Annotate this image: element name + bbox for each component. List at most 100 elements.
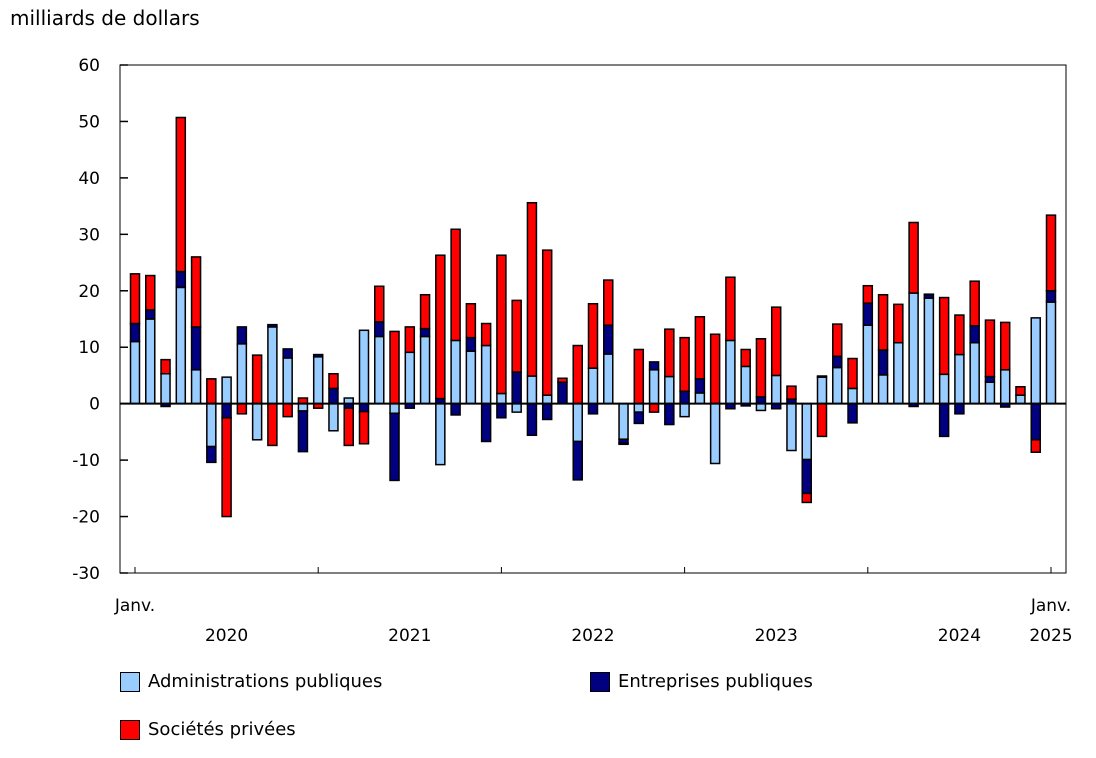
bar-segment-privees (893, 303, 904, 344)
bar-segment-privees (709, 333, 721, 405)
bar-segment-admin (297, 402, 309, 412)
bar-segment-privees (404, 326, 416, 354)
bar-segment-admin (465, 350, 477, 405)
bar-segment-entreprises (664, 402, 675, 426)
bar-segment-entreprises (557, 381, 568, 405)
bar-segment-entreprises (679, 390, 690, 405)
bar-segment-admin (496, 392, 507, 405)
bar-segment-admin (999, 369, 1011, 405)
bar-segment-privees (160, 358, 171, 375)
y-tick-label: 20 (78, 282, 100, 302)
bar-segment-privees (694, 315, 706, 380)
bar-segment-entreprises (526, 402, 538, 437)
x-year-label: 2023 (755, 626, 798, 646)
bar-segment-admin (679, 402, 690, 418)
legend-label-entreprises: Entreprises publiques (618, 671, 813, 692)
bar-segment-admin (816, 376, 828, 405)
bar-segment-admin (435, 402, 446, 466)
bar-segment-entreprises (190, 326, 202, 371)
bar-segment-entreprises (450, 402, 461, 416)
bar-segment-privees (511, 299, 522, 373)
bar-segment-entreprises (465, 336, 477, 352)
bar-segment-entreprises (267, 323, 278, 328)
bar-segment-privees (389, 330, 400, 405)
bar-segment-entreprises (297, 410, 309, 453)
bar-segment-privees (206, 378, 217, 405)
bar-segment-admin (511, 402, 522, 413)
bar-segment-privees (801, 492, 812, 504)
bar-segment-privees (541, 249, 553, 396)
bar-segment-privees (877, 293, 889, 351)
x-year-label: 2021 (388, 626, 431, 646)
bar-segment-entreprises (847, 402, 858, 424)
bar-segment-entreprises (633, 411, 645, 425)
bar-segment-privees (221, 417, 232, 518)
bar-segment-privees (450, 228, 461, 342)
bar-segment-privees (236, 402, 248, 415)
y-tick-label: -10 (72, 451, 100, 471)
bar-segment-admin (358, 329, 370, 405)
bar-segment-entreprises (282, 348, 293, 359)
bar-segment-admin (633, 402, 645, 413)
bar-segment-admin (312, 356, 324, 405)
bar-segment-admin (709, 402, 721, 465)
bar-segment-privees (175, 116, 187, 273)
bar-segment-entreprises (832, 355, 843, 369)
bar-segment-admin (1045, 301, 1057, 405)
bar-segment-admin (145, 318, 156, 405)
bar-segment-entreprises (145, 309, 156, 320)
bar-segment-entreprises (587, 402, 599, 415)
bar-segment-admin (267, 326, 278, 405)
bar-segment-entreprises (954, 402, 965, 415)
bar-segment-entreprises (877, 349, 889, 376)
bar-segment-entreprises (801, 458, 812, 495)
bar-segment-privees (557, 377, 568, 383)
bar-segment-entreprises (862, 302, 874, 326)
bar-segment-entreprises (358, 402, 370, 413)
bar-segment-privees (999, 321, 1011, 371)
bar-segment-entreprises (969, 325, 980, 344)
bar-segment-privees (1045, 214, 1057, 292)
bar-segment-privees (908, 221, 919, 294)
bar-segment-admin (221, 376, 232, 405)
bar-segment-privees (618, 442, 629, 446)
bar-segment-admin (572, 402, 583, 443)
bar-segment-privees (740, 348, 751, 368)
bar-segment-entreprises (129, 322, 141, 343)
bar-segment-privees (267, 402, 278, 447)
bar-segment-admin (893, 341, 904, 405)
plot-frame (119, 64, 1067, 574)
bar-segment-entreprises (572, 440, 583, 481)
bar-segment-admin (541, 394, 553, 405)
bar-segment-privees (572, 344, 583, 405)
y-tick-label: 60 (78, 56, 100, 76)
bar-segment-admin (862, 324, 874, 405)
bar-segment-entreprises (236, 326, 248, 345)
bar-segment-admin (923, 297, 935, 405)
bar-segment-entreprises (496, 402, 507, 419)
bar-segment-privees (374, 285, 385, 323)
bar-segment-admin (954, 353, 965, 405)
x-end-label: Janv. (1030, 596, 1071, 616)
bar-segment-privees (465, 303, 477, 339)
legend-label-admin: Administrations publiques (148, 671, 383, 692)
bar-segment-privees (251, 354, 263, 405)
bar-segment-admin (450, 339, 461, 405)
bar-segment-admin (603, 353, 614, 405)
bar-segment-admin (129, 340, 141, 405)
bar-segment-admin (770, 374, 782, 405)
legend-swatch-privees (120, 719, 140, 740)
y-tick-label: 30 (78, 225, 100, 245)
bar-segment-entreprises (206, 445, 217, 464)
bar-segment-entreprises (389, 412, 400, 482)
y-tick-label: 0 (89, 395, 100, 415)
bar-segment-admin (419, 335, 431, 405)
bar-segment-privees (419, 293, 431, 330)
bar-segment-admin (190, 369, 202, 405)
bar-segment-entreprises (1030, 402, 1041, 441)
bar-segment-privees (648, 402, 660, 413)
bar-segment-entreprises (984, 375, 996, 383)
bar-segment-admin (847, 387, 858, 405)
